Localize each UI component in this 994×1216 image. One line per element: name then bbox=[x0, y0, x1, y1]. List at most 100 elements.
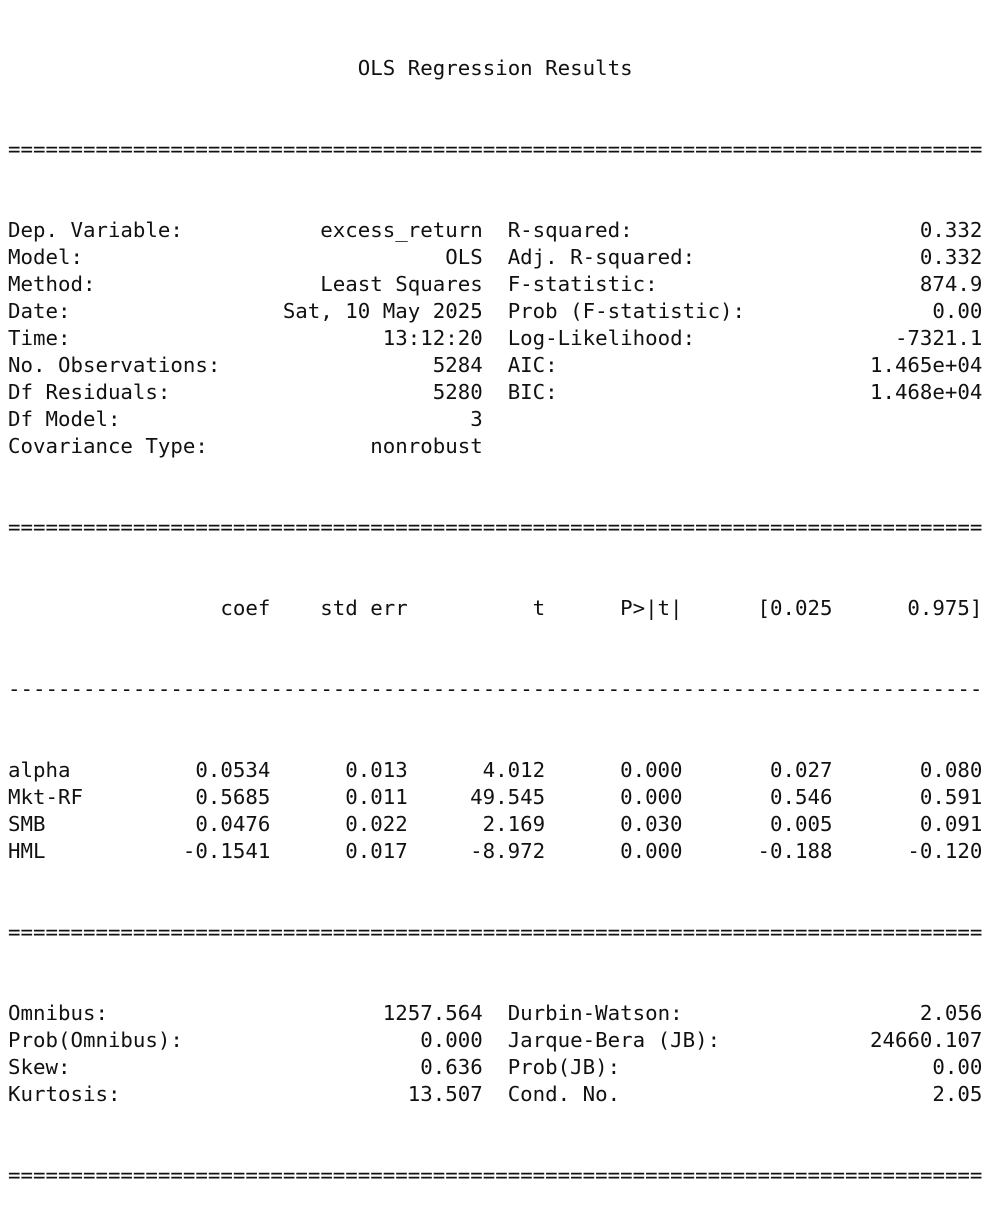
left-stat: Method: Least Squares bbox=[8, 271, 483, 298]
summary-title: OLS Regression Results bbox=[357, 56, 633, 80]
stat-value: 1257.564 bbox=[382, 1001, 483, 1025]
table-cell: 0.000 bbox=[620, 758, 683, 782]
table-cell: 49.545 bbox=[470, 785, 546, 809]
left-stat: Skew: 0.636 bbox=[8, 1054, 483, 1081]
stat-label: Model: bbox=[8, 245, 83, 269]
left-stat: Kurtosis: 13.507 bbox=[8, 1081, 483, 1108]
stat-value: 2.05 bbox=[932, 1082, 983, 1106]
stat-value: 5284 bbox=[432, 353, 483, 377]
table-cell: -0.188 bbox=[757, 839, 833, 863]
stat-label: Time: bbox=[8, 326, 71, 350]
diagnostics-row: Omnibus: 1257.564 Durbin-Watson: 2.056 bbox=[8, 1000, 982, 1027]
coef-table-header: coef std err t P>|t| [0.025 0.975] bbox=[8, 595, 982, 622]
right-stat: Log-Likelihood: -7321.1 bbox=[508, 325, 983, 352]
stat-label: No. Observations: bbox=[8, 353, 221, 377]
left-stat: Date: Sat, 10 May 2025 bbox=[8, 298, 483, 325]
table-cell: 0.591 bbox=[919, 785, 983, 809]
table-cell: 2.169 bbox=[482, 812, 546, 836]
column-header: [0.025 bbox=[757, 596, 833, 620]
stat-label: Df Model: bbox=[8, 407, 121, 431]
table-cell: 0.546 bbox=[769, 785, 833, 809]
stat-value: 0.00 bbox=[932, 299, 983, 323]
table-cell: 0.080 bbox=[919, 758, 983, 782]
table-cell: 0.091 bbox=[919, 812, 983, 836]
left-stat: Dep. Variable: excess_return bbox=[8, 217, 483, 244]
model-info-table: Dep. Variable: excess_return R-squared: 0.3… bbox=[8, 217, 982, 460]
stat-label: Kurtosis: bbox=[8, 1082, 121, 1106]
coef-table-body: alpha 0.0534 0.013 4.012 0.000 0.027 0.080 Mkt-… bbox=[8, 757, 982, 865]
column-header: P>|t| bbox=[620, 596, 683, 620]
right-stat: Jarque-Bera (JB): 24660.107 bbox=[508, 1027, 983, 1054]
column-header: t bbox=[532, 596, 546, 620]
column-header: coef bbox=[220, 596, 271, 620]
stat-label: Jarque-Bera (JB): bbox=[507, 1028, 721, 1052]
table-cell: 0.0476 bbox=[195, 812, 271, 836]
right-stat: Durbin-Watson: 2.056 bbox=[508, 1000, 983, 1027]
stat-label: Cond. No. bbox=[507, 1082, 621, 1106]
stat-label: BIC: bbox=[507, 380, 558, 404]
stat-label: R-squared: bbox=[507, 218, 633, 242]
table-row: Mkt-RF 0.5685 0.011 49.545 0.000 0.546 0.591 bbox=[8, 784, 982, 811]
model-info-row: Df Model: 3 bbox=[8, 406, 982, 433]
ols-summary: OLS Regression Results =================… bbox=[8, 1, 982, 1216]
stat-value: 5280 bbox=[432, 380, 483, 404]
separator-single: ----------------------------------------… bbox=[8, 677, 983, 701]
stat-value: 0.332 bbox=[919, 245, 983, 269]
right-stat: BIC: 1.468e+04 bbox=[508, 379, 983, 406]
right-stat: AIC: 1.465e+04 bbox=[508, 352, 983, 379]
separator-double: ========================================… bbox=[8, 515, 983, 539]
left-stat: Prob(Omnibus): 0.000 bbox=[8, 1027, 483, 1054]
stat-value: 13.507 bbox=[407, 1082, 483, 1106]
stat-value: Least Squares bbox=[320, 272, 483, 296]
variable-name: SMB bbox=[8, 812, 46, 836]
table-row: alpha 0.0534 0.013 4.012 0.000 0.027 0.080 bbox=[8, 757, 982, 784]
table-cell: -0.1541 bbox=[182, 839, 271, 863]
left-stat: Df Model: 3 bbox=[8, 406, 483, 433]
diagnostics-row: Kurtosis: 13.507 Cond. No. 2.05 bbox=[8, 1081, 982, 1108]
model-info-row: Df Residuals: 5280 BIC: 1.468e+04 bbox=[8, 379, 982, 406]
stat-value: -7321.1 bbox=[894, 326, 983, 350]
stat-value: excess_return bbox=[320, 218, 483, 242]
table-row: SMB 0.0476 0.022 2.169 0.030 0.005 0.091 bbox=[8, 811, 982, 838]
table-cell: 0.000 bbox=[620, 839, 683, 863]
stat-value: 1.465e+04 bbox=[869, 353, 983, 377]
left-stat: Time: 13:12:20 bbox=[8, 325, 483, 352]
table-cell: 0.013 bbox=[345, 758, 408, 782]
model-info-row: Covariance Type: nonrobust bbox=[8, 433, 982, 460]
model-info-row: Dep. Variable: excess_return R-squared: 0.3… bbox=[8, 217, 982, 244]
model-info-row: Date: Sat, 10 May 2025 Prob (F-statistic):… bbox=[8, 298, 982, 325]
stat-label: Durbin-Watson: bbox=[507, 1001, 683, 1025]
stat-value: 0.332 bbox=[919, 218, 983, 242]
diagnostics-table: Omnibus: 1257.564 Durbin-Watson: 2.056 Prob(… bbox=[8, 1000, 982, 1108]
stat-value: 2.056 bbox=[919, 1001, 983, 1025]
stat-label: Method: bbox=[8, 272, 96, 296]
stat-value: 1.468e+04 bbox=[869, 380, 983, 404]
diagnostics-row: Prob(Omnibus): 0.000 Jarque-Bera (JB): 2466… bbox=[8, 1027, 982, 1054]
left-stat: Omnibus: 1257.564 bbox=[8, 1000, 483, 1027]
stat-value: 874.9 bbox=[919, 272, 983, 296]
table-cell: 0.5685 bbox=[195, 785, 271, 809]
variable-name: alpha bbox=[8, 758, 71, 782]
table-cell: 0.005 bbox=[769, 812, 833, 836]
stat-label: Dep. Variable: bbox=[8, 218, 183, 242]
stat-label: Skew: bbox=[8, 1055, 71, 1079]
stat-label: Date: bbox=[8, 299, 71, 323]
stat-value: 0.00 bbox=[932, 1055, 983, 1079]
table-row: HML -0.1541 0.017 -8.972 0.000 -0.188 -0.120 bbox=[8, 838, 982, 865]
stat-label: Log-Likelihood: bbox=[507, 326, 696, 350]
right-stat: F-statistic: 874.9 bbox=[508, 271, 983, 298]
stat-label: Df Residuals: bbox=[8, 380, 171, 404]
table-cell: 0.030 bbox=[620, 812, 683, 836]
table-cell: 0.017 bbox=[345, 839, 408, 863]
diagnostics-row: Skew: 0.636 Prob(JB): 0.00 bbox=[8, 1054, 982, 1081]
stat-value: 13:12:20 bbox=[382, 326, 483, 350]
stat-label: Prob(Omnibus): bbox=[8, 1028, 183, 1052]
separator-double: ========================================… bbox=[8, 920, 983, 944]
separator-double: ========================================… bbox=[8, 1163, 983, 1187]
left-stat: Df Residuals: 5280 bbox=[8, 379, 483, 406]
table-cell: -8.972 bbox=[470, 839, 546, 863]
table-cell: 0.027 bbox=[769, 758, 833, 782]
stat-value: 3 bbox=[470, 407, 483, 431]
stat-label: Adj. R-squared: bbox=[507, 245, 696, 269]
column-header: std err bbox=[320, 596, 408, 620]
